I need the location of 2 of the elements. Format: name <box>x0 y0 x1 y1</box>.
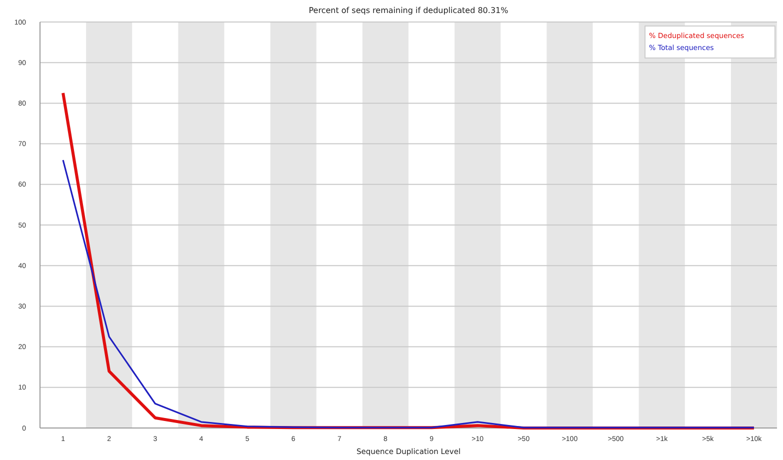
chart-title: Percent of seqs remaining if deduplicated 80.31% <box>308 6 509 15</box>
line-series <box>62 159 755 428</box>
